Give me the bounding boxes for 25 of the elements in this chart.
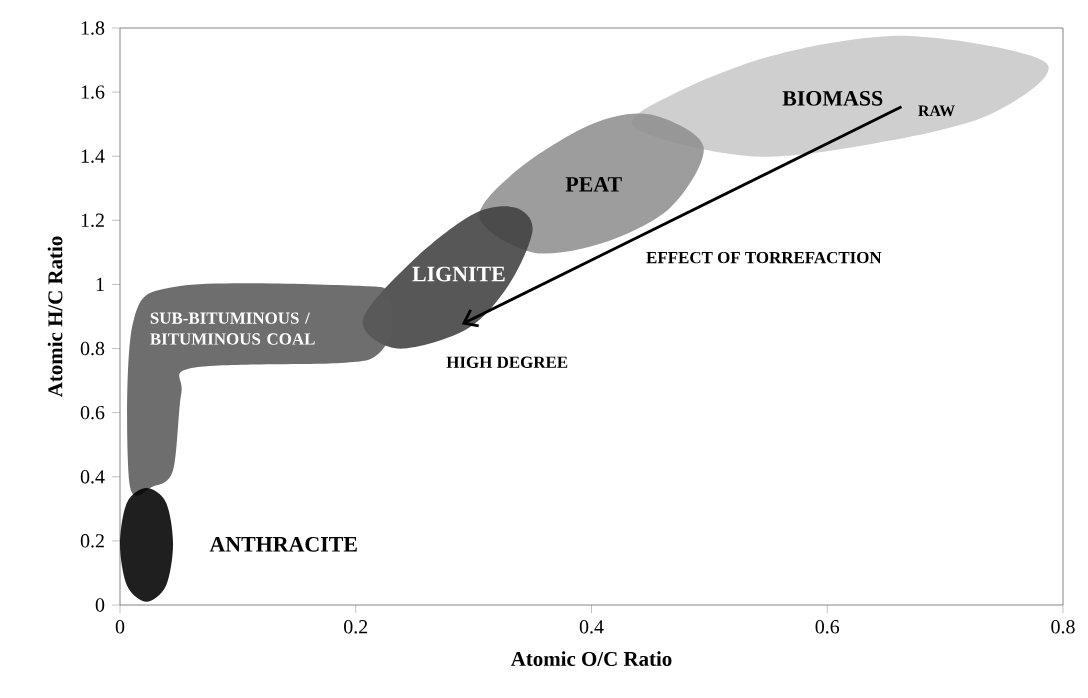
y-tick-label: 0.8	[80, 341, 105, 356]
annotation: EFFECT OF TORREFACTION	[646, 251, 882, 264]
y-tick-label: 0.2	[80, 534, 104, 548]
annotation: RAW	[918, 105, 955, 117]
series-label: SUB-BITUMINOUS / BITUMINOUS COAL	[150, 312, 315, 345]
y-tick-label: 0.4	[80, 470, 105, 484]
series-label: ANTHRACITE	[209, 536, 357, 552]
y-axis-title: Atomic H/C Ratio	[47, 236, 63, 398]
x-axis-title: Atomic O/C Ratio	[510, 651, 672, 666]
x-tick-label: 0.2	[344, 620, 368, 634]
y-tick-label: 1.6	[81, 85, 105, 99]
y-tick-label: 0	[95, 598, 105, 612]
x-tick-label: 0	[115, 620, 125, 634]
series-label: LIGNITE	[412, 266, 505, 282]
y-tick-label: 1.4	[81, 149, 105, 163]
series-label: PEAT	[565, 177, 622, 192]
annotation: HIGH DEGREE	[446, 356, 568, 368]
y-tick-label: 1	[96, 277, 104, 292]
x-tick-label: 0.6	[815, 620, 840, 634]
series-label: BIOMASS	[782, 90, 883, 106]
y-tick-label: 1.2	[81, 213, 104, 228]
x-tick-label: 0.8	[1051, 620, 1075, 634]
y-tick-label: 0.6	[80, 405, 105, 420]
x-tick-label: 0.4	[579, 620, 604, 634]
y-tick-label: 1.8	[81, 21, 105, 35]
